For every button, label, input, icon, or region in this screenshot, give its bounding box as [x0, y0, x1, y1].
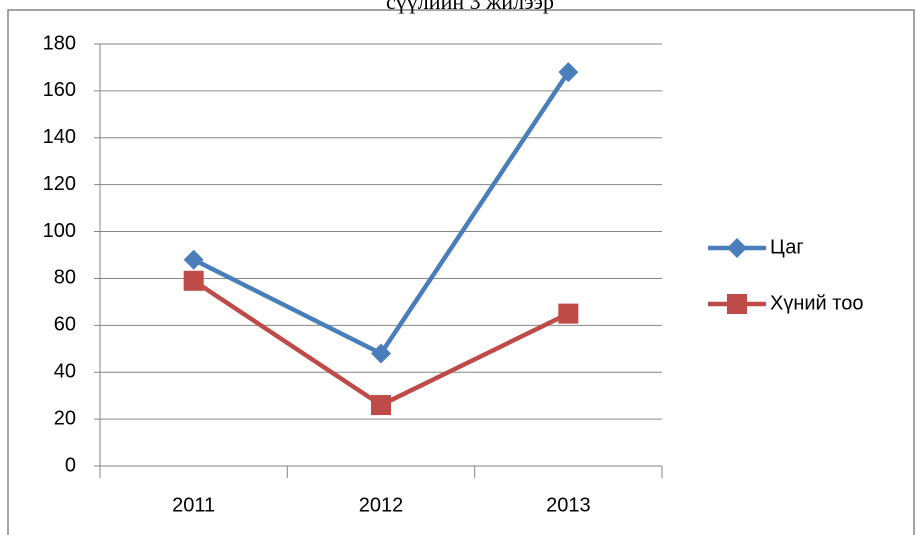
marker — [183, 270, 204, 291]
y-tick-label: 180 — [43, 32, 76, 54]
marker — [371, 395, 391, 416]
x-tick-label: 2011 — [172, 494, 215, 516]
legend-label: Хүний тоо — [770, 292, 863, 314]
y-tick-label: 140 — [43, 126, 76, 148]
marker — [558, 303, 579, 324]
y-tick-label: 20 — [54, 407, 76, 429]
chart-title: сүүлийн 3 жилээр — [386, 0, 554, 14]
marker — [183, 249, 204, 270]
y-tick-label: 100 — [43, 220, 76, 242]
x-tick-label: 2013 — [546, 494, 591, 516]
marker — [371, 343, 391, 364]
y-tick-label: 0 — [65, 454, 76, 476]
y-tick-label: 120 — [43, 173, 76, 195]
y-tick-label: 60 — [54, 314, 76, 336]
marker — [727, 238, 747, 258]
y-tick-label: 80 — [54, 267, 76, 289]
marker — [727, 294, 747, 314]
y-tick-label: 160 — [43, 79, 76, 101]
x-tick-label: 2012 — [359, 494, 404, 516]
legend-label: Цаг — [770, 236, 804, 258]
chart-frame — [7, 9, 915, 535]
marker — [558, 62, 579, 83]
y-tick-label: 40 — [54, 361, 76, 383]
